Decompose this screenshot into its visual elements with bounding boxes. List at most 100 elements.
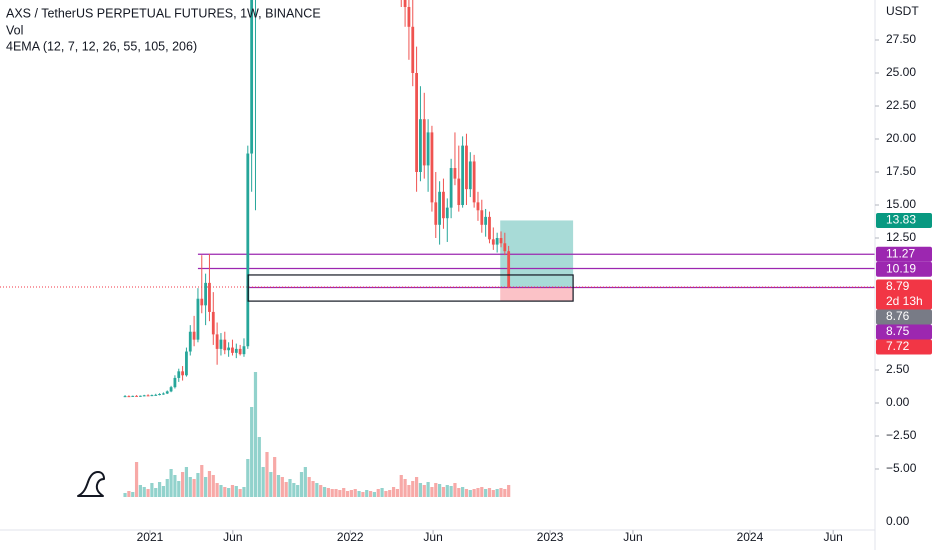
volume-bar bbox=[169, 469, 173, 497]
indicator-legend: 4EMA (12, 7, 12, 26, 55, 105, 206) bbox=[6, 39, 197, 53]
volume-bar bbox=[461, 487, 465, 497]
chart-title: AXS / TetherUS PERPETUAL FUTURES, 1W, BI… bbox=[6, 6, 321, 20]
volume-bar bbox=[418, 483, 423, 497]
candle-body bbox=[185, 351, 188, 376]
candle-body bbox=[434, 202, 438, 225]
candle-body bbox=[150, 395, 154, 397]
volume-bar bbox=[487, 488, 492, 497]
volume-bar bbox=[357, 491, 361, 497]
volume-bar bbox=[269, 472, 273, 497]
candle-body bbox=[461, 145, 465, 206]
volume-bar bbox=[250, 407, 254, 497]
volume-bar bbox=[484, 489, 488, 497]
price-tag-label: 13.83 bbox=[886, 213, 916, 227]
volume-scale-label: 0.00 bbox=[886, 514, 910, 528]
price-tag bbox=[876, 212, 932, 228]
volume-bar bbox=[353, 489, 357, 497]
x-tick-label: Jun bbox=[623, 530, 642, 544]
volume-bar bbox=[276, 475, 281, 497]
volume-bar bbox=[134, 462, 139, 497]
candle-body bbox=[503, 243, 507, 252]
volume-bar bbox=[273, 457, 277, 497]
candle-body bbox=[250, 0, 254, 154]
countdown-label: 2d 13h bbox=[886, 294, 923, 308]
candle-body bbox=[219, 339, 223, 349]
volume-bar bbox=[326, 488, 330, 497]
volume-bar bbox=[445, 485, 449, 497]
x-tick-label: 2023 bbox=[537, 530, 564, 544]
volume-bar bbox=[368, 491, 373, 497]
y-tick-label: −5.00 bbox=[886, 461, 917, 475]
zone-box bbox=[247, 274, 574, 302]
volume-bar bbox=[438, 484, 442, 497]
volume-bar bbox=[464, 489, 469, 497]
volume-bar bbox=[434, 483, 438, 497]
volume-bar bbox=[441, 487, 446, 497]
volume-bar bbox=[296, 485, 300, 497]
volume-bar bbox=[334, 489, 338, 497]
candle-body bbox=[208, 282, 211, 312]
volume-bar bbox=[365, 490, 369, 497]
volume-bar bbox=[403, 479, 407, 497]
price-tag-label: 8.79 bbox=[886, 279, 910, 293]
volume-bar bbox=[388, 490, 392, 497]
volume-bar bbox=[207, 471, 212, 497]
candle-body bbox=[480, 210, 484, 225]
price-tag bbox=[876, 246, 932, 262]
volume-bar bbox=[223, 487, 227, 497]
volume-bar bbox=[422, 485, 426, 497]
x-tick-label: Jun bbox=[223, 530, 242, 544]
candle-body bbox=[507, 251, 511, 287]
candle-body bbox=[246, 153, 250, 347]
candle-body bbox=[415, 72, 418, 173]
candle-body bbox=[177, 371, 181, 378]
candle-body bbox=[188, 331, 192, 352]
volume-bar bbox=[338, 490, 342, 497]
candle-body bbox=[430, 132, 434, 203]
volume-bar bbox=[188, 477, 192, 497]
candle-body bbox=[138, 395, 142, 397]
candle-body bbox=[192, 331, 196, 340]
volume-bar bbox=[361, 492, 365, 497]
volume-bar bbox=[322, 487, 327, 497]
volume-bar bbox=[131, 492, 135, 497]
x-tick-label: Jun bbox=[423, 530, 442, 544]
volume-bar bbox=[257, 437, 261, 497]
volume-bar bbox=[491, 490, 495, 497]
volume-bar bbox=[503, 489, 507, 497]
volume-bar bbox=[204, 477, 208, 497]
candle-body bbox=[204, 282, 208, 306]
volume-bar bbox=[284, 482, 288, 497]
candle-body bbox=[200, 298, 204, 306]
volume-bar bbox=[227, 488, 231, 497]
volume-bar bbox=[342, 488, 346, 497]
candle-body bbox=[407, 6, 411, 27]
volume-bar bbox=[280, 477, 284, 497]
volume-bar bbox=[391, 487, 396, 497]
candle-body bbox=[158, 394, 161, 396]
volume-bar bbox=[211, 475, 215, 497]
volume-bar bbox=[499, 488, 503, 497]
volume-bar bbox=[480, 487, 484, 497]
candle-body bbox=[484, 216, 488, 225]
y-tick-label: −2.50 bbox=[886, 428, 917, 442]
volume-bar bbox=[307, 477, 311, 497]
volume-bar bbox=[177, 481, 181, 497]
volume-bar bbox=[311, 481, 315, 497]
candle-body bbox=[154, 394, 158, 396]
candle-body bbox=[457, 178, 461, 206]
candle-body bbox=[238, 348, 242, 355]
candle-body bbox=[411, 26, 415, 73]
volume-bar bbox=[288, 479, 292, 497]
x-tick-label: 2022 bbox=[337, 530, 364, 544]
candle-body bbox=[449, 168, 453, 208]
candle-body bbox=[196, 298, 200, 340]
volume-bar bbox=[253, 372, 258, 497]
volume-bar bbox=[219, 485, 223, 497]
volume-bar bbox=[246, 459, 250, 497]
volume-bar bbox=[150, 483, 154, 497]
candle-body bbox=[403, 0, 407, 7]
candle-body bbox=[419, 119, 422, 173]
volume-bar bbox=[372, 492, 376, 497]
volume-bar bbox=[457, 488, 461, 497]
